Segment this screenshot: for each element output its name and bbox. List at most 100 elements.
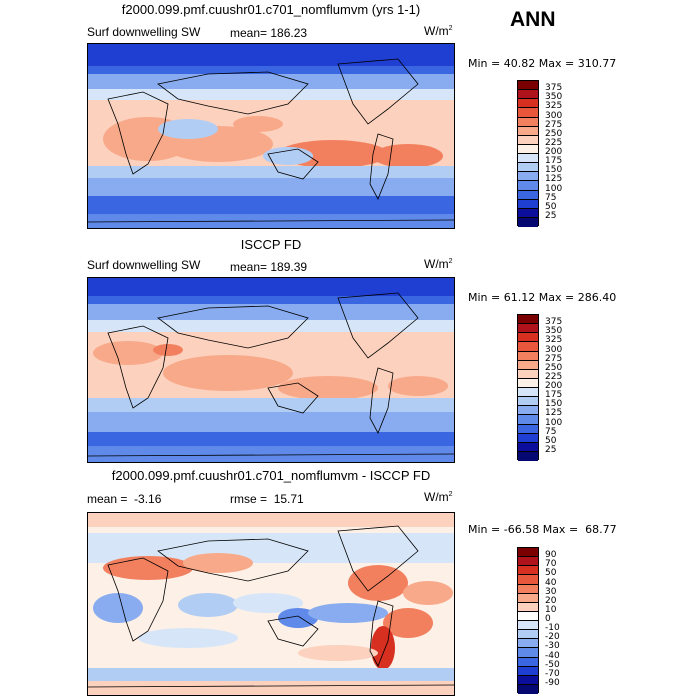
colorbar-swatch — [518, 81, 538, 91]
colorbar-swatch — [518, 630, 538, 640]
colorbar-tick-label: 225 — [545, 137, 563, 148]
colorbar-swatch — [518, 424, 538, 434]
colorbar-tick-label: -70 — [545, 668, 560, 679]
colorbar-swatch — [518, 611, 538, 621]
colorbar-swatch — [518, 657, 538, 667]
colorbar-swatch — [518, 172, 538, 182]
colorbar-tick-label: 200 — [545, 381, 563, 391]
panel1-colorbar — [517, 80, 539, 227]
colorbar-tick-label: 375 — [545, 317, 563, 328]
colorbar-tick-label: 325 — [545, 101, 563, 112]
colorbar-swatch — [518, 666, 538, 676]
colorbar-tick-label: 200 — [545, 147, 563, 157]
colorbar-tick-label: 175 — [545, 390, 563, 401]
colorbar-swatch — [518, 602, 538, 612]
colorbar-tick-label: 150 — [545, 165, 563, 176]
colorbar-swatch — [518, 648, 538, 658]
colorbar-tick-label: 100 — [545, 417, 563, 428]
colorbar-swatch — [518, 557, 538, 567]
panel2-minmax: Min = 61.12 Max = 286.40 — [468, 291, 617, 304]
panel2-title: ISCCP FD — [240, 237, 302, 252]
colorbar-tick-label: 25 — [545, 444, 557, 455]
colorbar-swatch — [518, 199, 538, 209]
colorbar-tick-label: 350 — [545, 92, 563, 103]
colorbar-tick-label: 90 — [545, 550, 557, 561]
panel3-mean: mean = -3.16 — [87, 492, 162, 506]
panel2-colorbar — [517, 314, 539, 461]
colorbar-swatch — [518, 442, 538, 452]
panel1-units: W/m2 — [424, 24, 453, 38]
colorbar-swatch — [518, 208, 538, 218]
colorbar-tick-label: 25 — [545, 210, 557, 221]
colorbar-swatch — [518, 397, 538, 407]
colorbar-swatch — [518, 548, 538, 558]
panel3-colorbar — [517, 547, 539, 694]
panel1-mean: mean= 186.23 — [230, 26, 308, 40]
colorbar-tick-label: 10 — [545, 604, 557, 615]
colorbar-swatch — [518, 639, 538, 649]
panel2-field-label: Surf downwelling SW — [87, 258, 201, 272]
colorbar-swatch — [518, 575, 538, 585]
panel2-mean: mean= 189.39 — [230, 260, 308, 274]
colorbar-tick-label: 250 — [545, 128, 563, 139]
panel1-map — [87, 43, 455, 229]
colorbar-tick-label: 75 — [545, 426, 557, 437]
colorbar-swatch — [518, 126, 538, 136]
colorbar-swatch — [518, 117, 538, 127]
colorbar-tick-label: -10 — [545, 623, 560, 634]
colorbar-tick-label: 125 — [545, 174, 563, 185]
panel3-minmax: Min = -66.58 Max = 68.77 — [468, 523, 617, 536]
colorbar-tick-label: 225 — [545, 371, 563, 382]
colorbar-swatch — [518, 163, 538, 173]
colorbar-tick-label: 75 — [545, 192, 557, 203]
colorbar-tick-label: 300 — [545, 110, 563, 121]
colorbar-swatch — [518, 90, 538, 100]
colorbar-tick-label: 125 — [545, 408, 563, 419]
panel3-rmse: rmse = 15.71 — [230, 492, 304, 506]
colorbar-tick-label: -20 — [545, 632, 560, 643]
colorbar-tick-label: 70 — [545, 559, 557, 570]
panel1-field-label: Surf downwelling SW — [87, 25, 201, 39]
panel3-title: f2000.099.pmf.cuushr01.c701_nomflumvm - … — [111, 468, 431, 483]
colorbar-swatch — [518, 99, 538, 109]
colorbar-tick-label: 150 — [545, 399, 563, 410]
colorbar-swatch — [518, 108, 538, 118]
colorbar-swatch — [518, 360, 538, 370]
colorbar-swatch — [518, 675, 538, 685]
panel1-title: f2000.099.pmf.cuushr01.c701_nomflumvm (y… — [121, 2, 421, 17]
colorbar-tick-label: 300 — [545, 344, 563, 355]
colorbar-tick-label: -90 — [545, 677, 560, 688]
colorbar-tick-label: 0 — [545, 614, 551, 624]
season-label: ANN — [510, 8, 556, 31]
colorbar-tick-label: 375 — [545, 83, 563, 94]
colorbar-swatch — [518, 190, 538, 200]
colorbar-tick-label: 40 — [545, 577, 557, 588]
colorbar-tick-label: 250 — [545, 362, 563, 373]
colorbar-tick-label: -30 — [545, 641, 560, 652]
colorbar-swatch — [518, 621, 538, 631]
colorbar-swatch — [518, 593, 538, 603]
colorbar-swatch — [518, 369, 538, 379]
colorbar-swatch — [518, 324, 538, 334]
colorbar-tick-label: 275 — [545, 119, 563, 130]
panel3-units: W/m2 — [424, 490, 453, 504]
colorbar-tick-label: 100 — [545, 183, 563, 194]
colorbar-swatch — [518, 333, 538, 343]
colorbar-swatch — [518, 144, 538, 154]
colorbar-swatch — [518, 406, 538, 416]
colorbar-swatch — [518, 433, 538, 443]
colorbar-tick-label: 175 — [545, 156, 563, 167]
panel2-units: W/m2 — [424, 257, 453, 271]
colorbar-tick-label: -50 — [545, 659, 560, 670]
colorbar-swatch — [518, 315, 538, 325]
colorbar-swatch — [518, 154, 538, 164]
colorbar-tick-label: 20 — [545, 595, 557, 606]
colorbar-tick-label: 325 — [545, 335, 563, 346]
colorbar-tick-label: 50 — [545, 435, 557, 446]
colorbar-swatch — [518, 378, 538, 388]
colorbar-swatch — [518, 415, 538, 425]
colorbar-swatch — [518, 135, 538, 145]
colorbar-tick-label: 50 — [545, 568, 557, 579]
colorbar-swatch — [518, 451, 538, 461]
colorbar-tick-label: -40 — [545, 650, 560, 661]
